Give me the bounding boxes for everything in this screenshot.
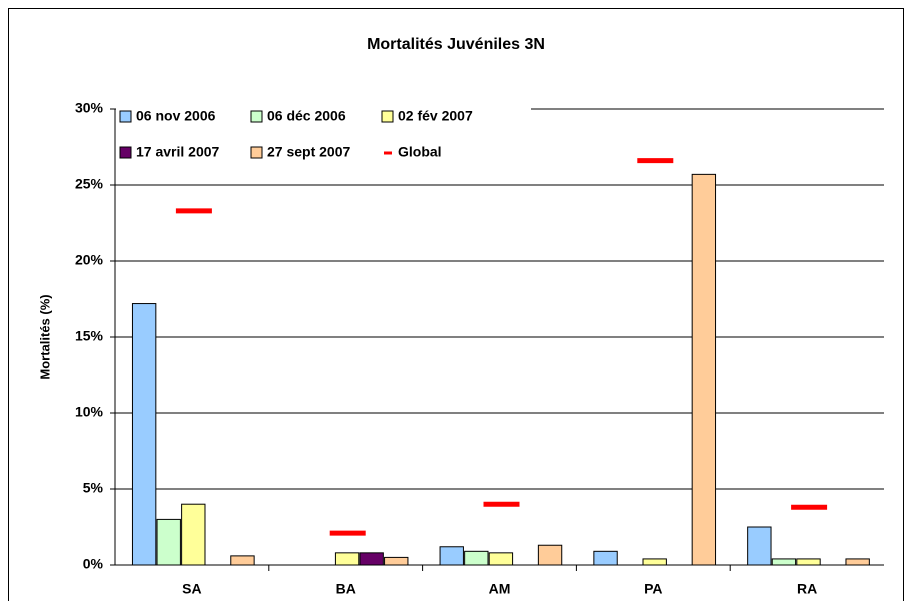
bar [439, 546, 464, 566]
legend-label: Global [398, 144, 442, 160]
bar [181, 503, 206, 566]
bar [131, 303, 157, 566]
legend-label: 06 nov 2006 [136, 108, 216, 124]
y-tick-label: 0% [83, 556, 104, 572]
bar [537, 544, 563, 566]
legend-label: 17 avril 2007 [136, 144, 220, 160]
y-tick-label: 15% [75, 328, 104, 344]
bar [747, 526, 772, 566]
bar [156, 518, 181, 566]
bar [488, 552, 514, 566]
bar [642, 558, 667, 566]
x-tick-label: RA [797, 581, 817, 597]
x-tick-label: PA [644, 581, 662, 597]
bar [384, 556, 409, 566]
legend-swatch [250, 146, 263, 159]
y-tick-label: 10% [75, 404, 104, 420]
y-tick-label: 30% [75, 100, 104, 116]
bar [464, 550, 489, 566]
y-axis-title: Mortalités (%) [37, 294, 52, 379]
x-tick-label: AM [489, 581, 511, 597]
legend-box [116, 97, 531, 169]
y-tick-label: 20% [75, 252, 104, 268]
bar [230, 555, 255, 566]
y-tick-label: 25% [75, 176, 104, 192]
legend-label: 27 sept 2007 [267, 144, 350, 160]
y-tick-label: 5% [83, 480, 104, 496]
legend-label: 06 déc 2006 [267, 108, 346, 124]
bar [796, 558, 821, 566]
legend-swatch [250, 110, 263, 123]
bar [771, 558, 797, 566]
legend-swatch [119, 110, 132, 123]
x-tick-label: BA [336, 581, 356, 597]
legend-swatch [119, 146, 132, 159]
legend-swatch [381, 110, 394, 123]
x-tick-label: SA [182, 581, 201, 597]
bar [359, 552, 384, 566]
bar [593, 550, 618, 566]
bar [845, 558, 870, 566]
chart-title: Mortalités Juvéniles 3N [367, 36, 545, 53]
bar [691, 173, 717, 566]
bar [334, 552, 360, 566]
legend-label: 02 fév 2007 [398, 108, 473, 124]
